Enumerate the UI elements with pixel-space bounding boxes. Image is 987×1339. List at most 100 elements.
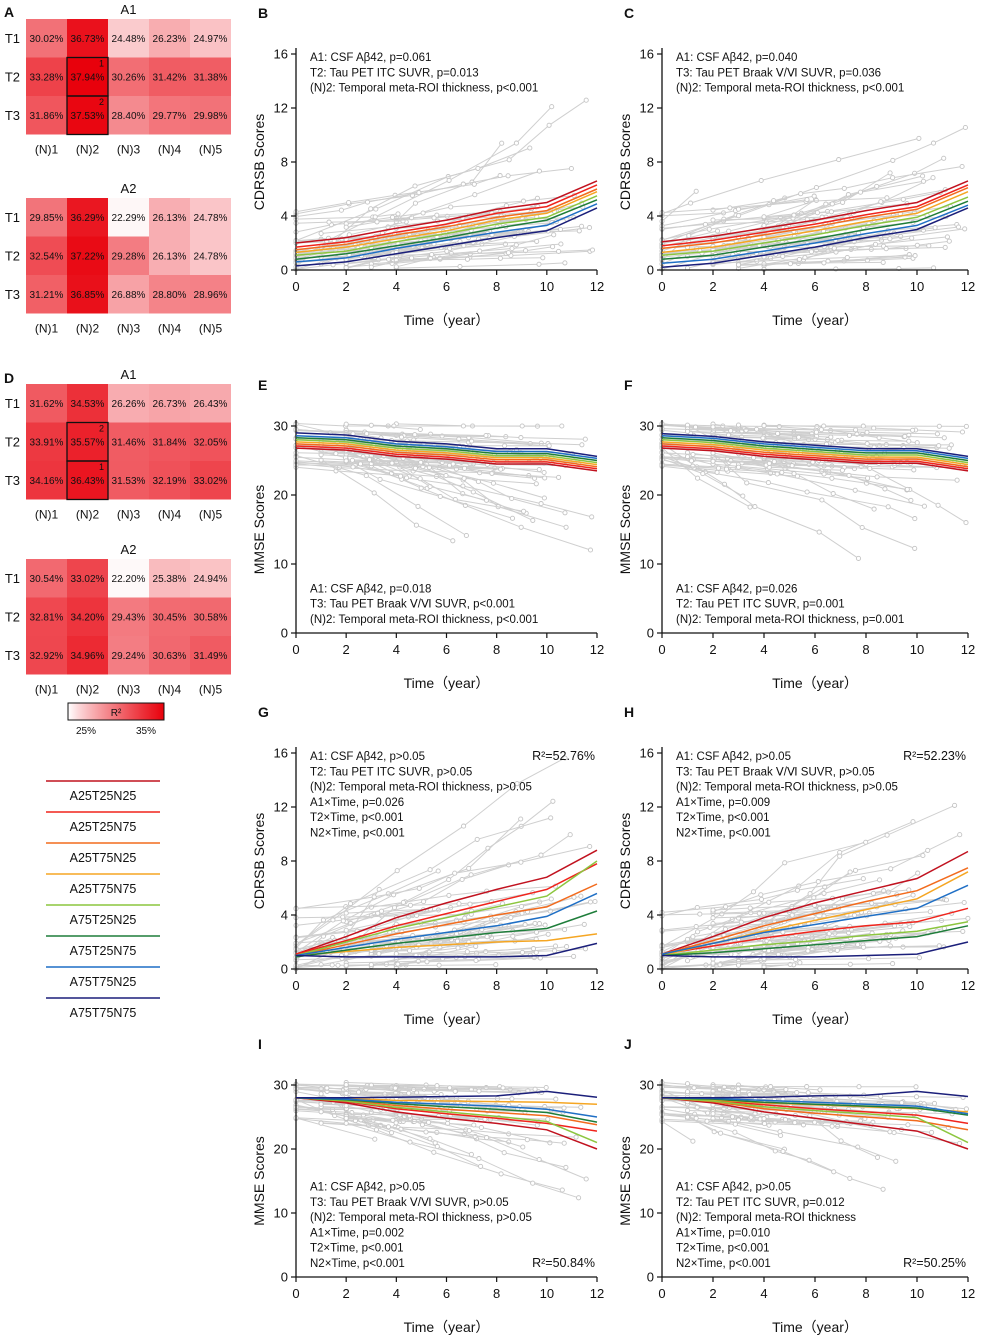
- trajectory-line: [295, 1086, 327, 1089]
- trajectory-point: [871, 506, 877, 512]
- trajectory-point: [429, 251, 435, 258]
- y-axis-label: CDRSB Scores: [251, 813, 267, 909]
- x-tick-label: 4: [393, 642, 400, 657]
- trajectory-point: [320, 917, 326, 923]
- trajectory-point: [318, 1091, 324, 1097]
- x-tick-label: 4: [760, 978, 767, 993]
- heatmap-cell: [149, 19, 190, 58]
- trajectory-point: [943, 897, 950, 903]
- trajectory-line: [345, 449, 401, 477]
- trajectory-line: [295, 99, 587, 242]
- heatmap-col-label: (N)3: [117, 322, 141, 336]
- trajectory-point: [761, 1116, 767, 1122]
- trajectory-point: [887, 1129, 893, 1135]
- trajectory-line: [321, 1122, 565, 1144]
- series-line: [661, 180, 969, 243]
- trajectory-point: [407, 902, 414, 908]
- trajectory-point: [846, 472, 852, 478]
- trajectory-point: [780, 929, 786, 935]
- trajectory-point: [473, 943, 479, 949]
- trajectory-point: [412, 200, 418, 206]
- trajectory-point: [722, 926, 728, 932]
- trajectory-point: [936, 443, 942, 449]
- x-axis-label: Time（year）: [404, 1319, 490, 1335]
- trajectory-point: [859, 524, 865, 531]
- trajectory-point: [446, 877, 452, 883]
- trajectory-point: [884, 832, 890, 838]
- legend-label: A75T25N25: [70, 913, 137, 927]
- heatmap-col-label: (N)4: [158, 508, 182, 522]
- trajectory-point: [466, 1128, 472, 1134]
- y-tick-label: 0: [647, 962, 654, 977]
- trajectory-point: [408, 462, 414, 468]
- trajectory-point: [567, 832, 573, 838]
- annotation-line: A1: CSF Aβ42, p=0.026: [676, 583, 797, 595]
- annotation-line: A1: CSF Aβ42, p>0.05: [676, 751, 791, 763]
- trajectory-point: [426, 1119, 432, 1125]
- trajectory-line: [396, 901, 591, 948]
- trajectory-point: [707, 924, 713, 930]
- trajectory-point: [828, 209, 834, 215]
- heatmap-cell-label: 24.97%: [194, 34, 228, 45]
- trajectory-point: [887, 943, 893, 949]
- panel-letter: F: [624, 377, 633, 393]
- heatmap-cell-label: 25.38%: [153, 574, 187, 585]
- trajectory-point: [378, 908, 385, 914]
- annotation-line: (N)2: Temporal meta-ROI thickness, p=0.0…: [676, 614, 904, 626]
- chart-g: G 0 4 8 12 16 0 2 4 6 8 10 12 Time（year） CDRSB Scores A…: [251, 704, 604, 1027]
- trajectory-point: [444, 248, 450, 254]
- trajectory-point: [864, 441, 870, 447]
- heatmap-col-label: (N)1: [35, 508, 59, 522]
- trajectory-point: [386, 256, 392, 262]
- highlight-box: [66, 460, 109, 501]
- heatmap-grid-a2: A2 29.85% 36.29% 22.29% 26.13% 24.78% T1 32.54%…: [5, 181, 231, 336]
- trajectory-point: [887, 236, 893, 242]
- trajectory-point: [735, 1117, 742, 1123]
- model-series: [661, 180, 969, 269]
- x-axis-label: Time（year）: [404, 675, 490, 691]
- series-line: [661, 434, 969, 460]
- heatmap-cell: [26, 96, 67, 135]
- trajectory-point: [587, 547, 594, 553]
- heatmap-cell-label: 34.16%: [30, 476, 64, 487]
- trajectory-line: [661, 451, 727, 469]
- heatmap-cell: [149, 559, 190, 598]
- y-axis-label: MMSE Scores: [251, 485, 267, 574]
- series-line: [661, 187, 969, 250]
- legend-label: A25T75N75: [70, 882, 137, 896]
- trajectory-point: [847, 1175, 853, 1181]
- trajectory-point: [710, 424, 716, 430]
- heatmap-cell-label: 26.43%: [194, 399, 228, 410]
- trajectory-point: [343, 1115, 349, 1121]
- trajectory-point: [841, 185, 847, 191]
- trajectory-point: [839, 467, 845, 473]
- x-tick-label: 8: [493, 642, 500, 657]
- trajectory-point: [530, 946, 537, 952]
- trajectory-point: [562, 927, 568, 933]
- y-tick-label: 12: [640, 800, 654, 815]
- trajectory-point: [364, 199, 371, 205]
- trajectory-point: [887, 170, 893, 176]
- heatmap-cell-label: 33.91%: [30, 437, 64, 448]
- trajectory-point: [805, 948, 811, 954]
- y-tick-label: 4: [647, 908, 654, 923]
- heatmap-cell: [190, 19, 231, 58]
- trajectory-point: [690, 934, 696, 940]
- trajectory-point: [805, 1090, 811, 1096]
- annotations: A1: CSF Aβ42, p>0.05 T2: Tau PET ITC SUVR…: [676, 1182, 966, 1271]
- trajectory-point: [935, 502, 941, 508]
- trajectory-point: [371, 894, 377, 900]
- x-tick-label: 12: [961, 978, 975, 993]
- trajectory-point: [437, 493, 443, 500]
- x-axis-label: Time（year）: [772, 1011, 858, 1027]
- trajectory-line: [687, 241, 855, 248]
- trajectory-line: [661, 1118, 804, 1126]
- legend-label: A25T25N75: [70, 820, 137, 834]
- heatmap-cell-label: 24.78%: [194, 251, 228, 262]
- heatmap-cell: [67, 19, 108, 58]
- x-tick-label: 6: [443, 1286, 450, 1301]
- trajectory-point: [792, 1120, 798, 1126]
- heatmap-cell: [190, 597, 231, 636]
- trajectory-point: [866, 956, 872, 962]
